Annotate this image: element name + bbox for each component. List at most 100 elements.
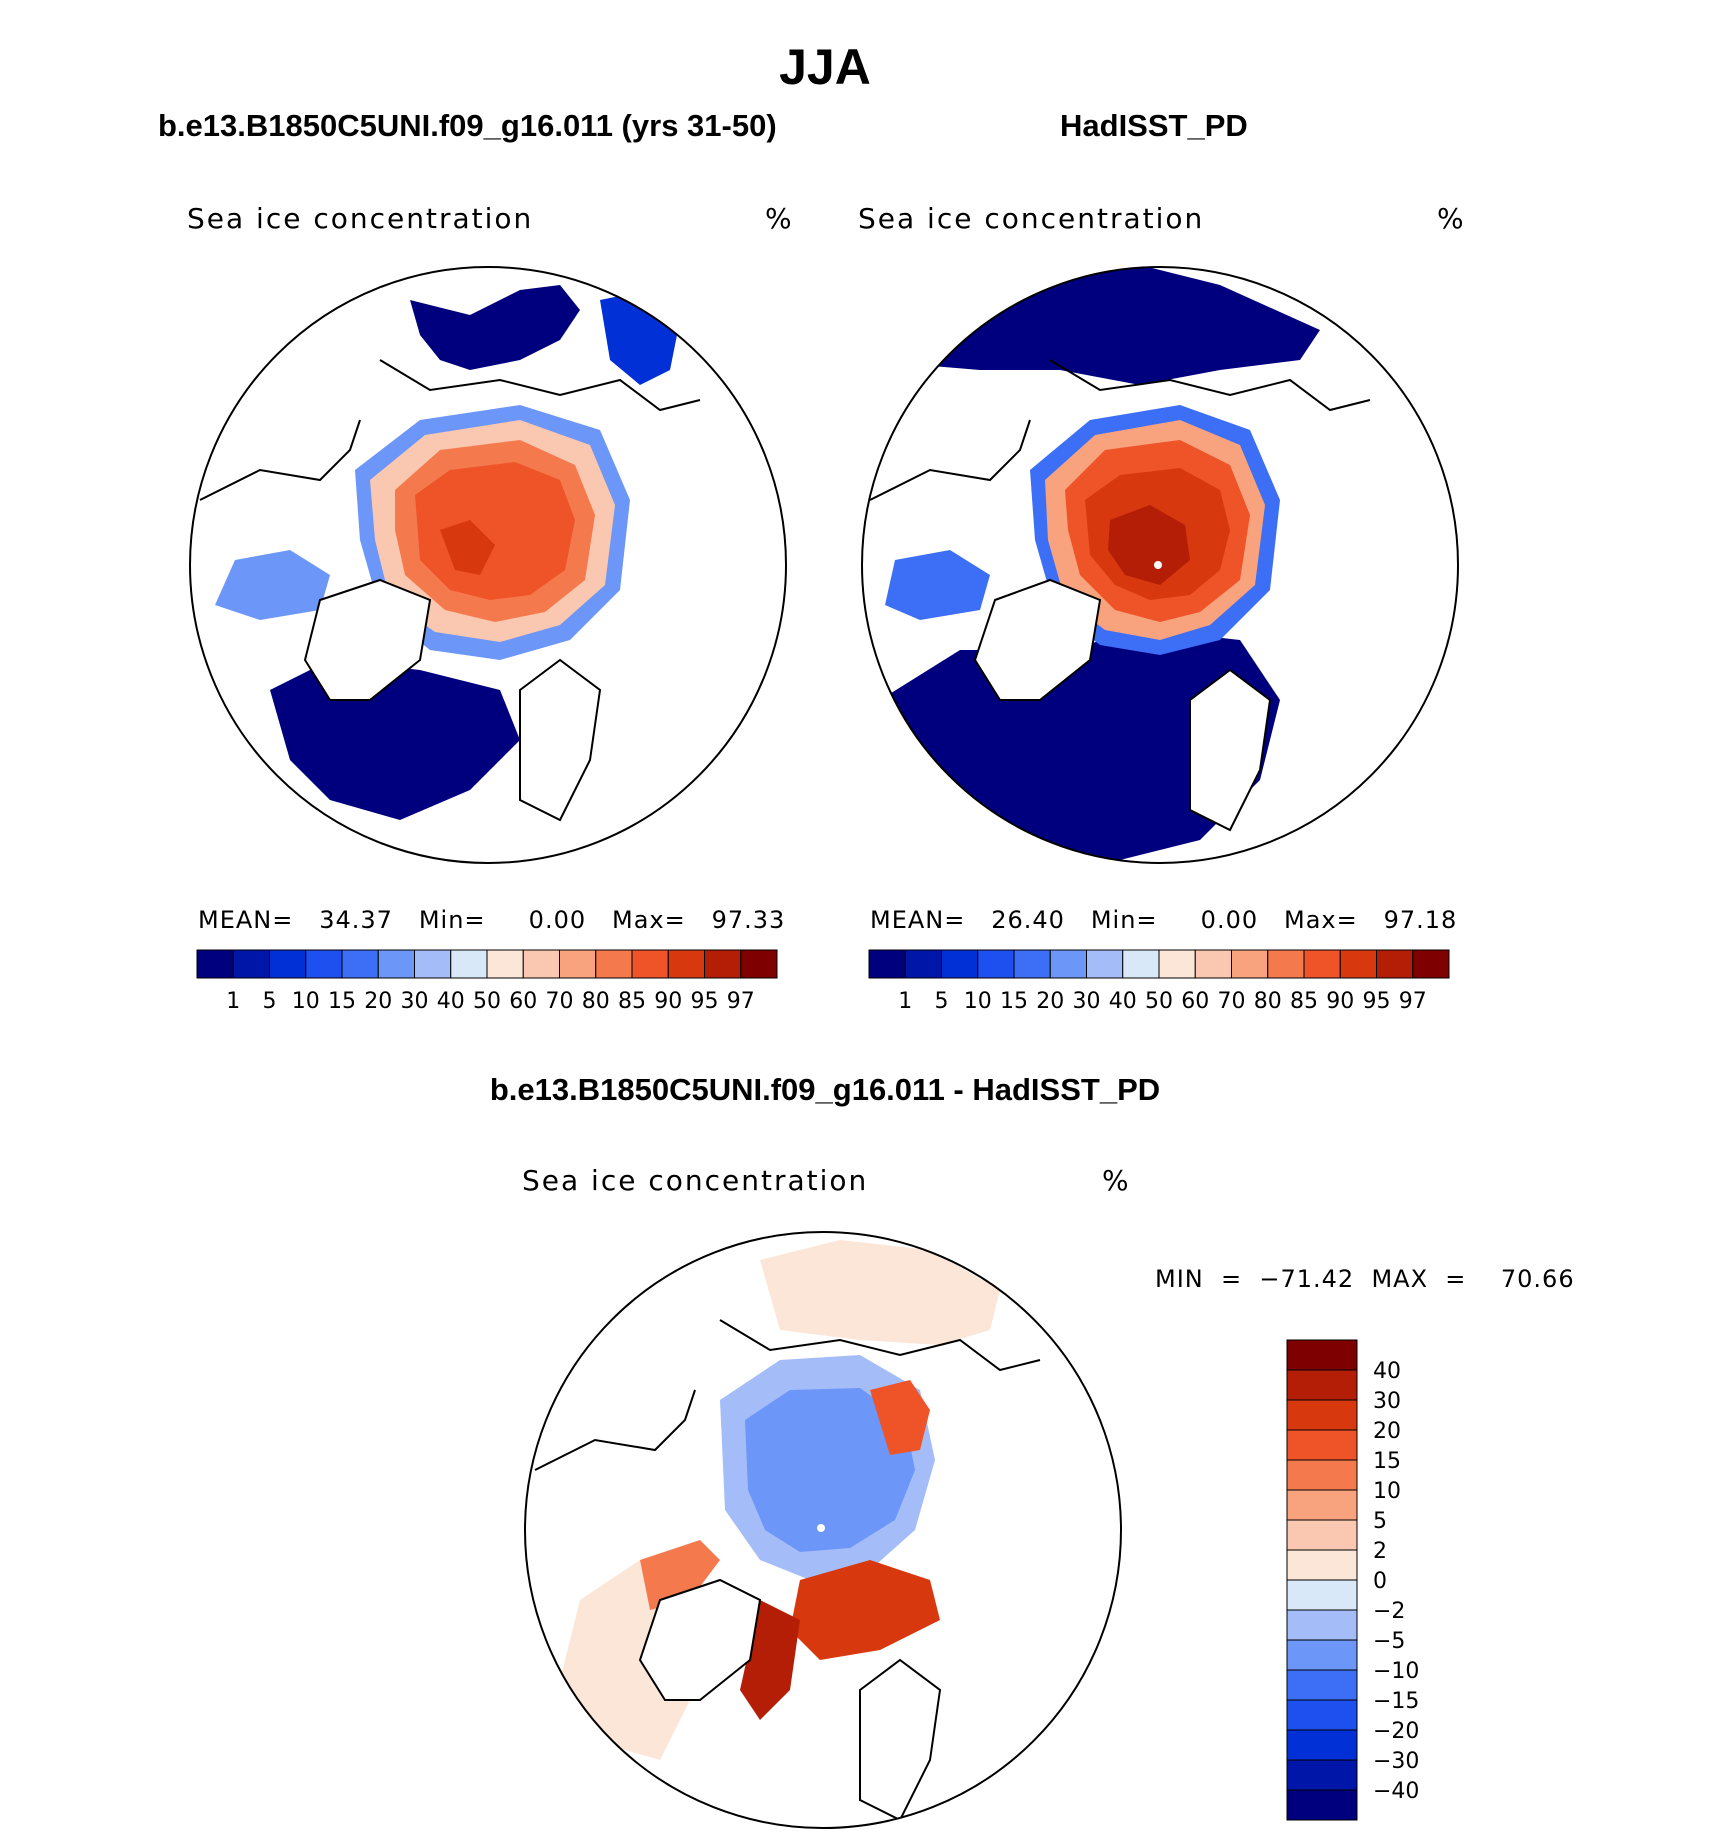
right-colorbar-tick-label: 5 [935,989,949,1014]
right-colorbar-swatch [1303,949,1341,979]
diff-colorbar-swatch [1286,1519,1358,1551]
diff-colorbar-swatch [1286,1429,1358,1461]
left-variable-label: Sea ice concentration [187,202,534,235]
right-ice-baffin [885,550,990,620]
right-scandinavia [1189,668,1272,832]
right-colorbar-swatch [1013,949,1051,979]
left-map-boundary [189,266,787,864]
diff-colorbar-swatch [1286,1399,1358,1431]
left-colorbar-swatch [631,949,669,979]
right-colorbar: 1 5 10 15 20 30 40 50 60 70 80 85 90 95 97 [868,949,1450,1014]
right-colorbar-swatch [868,949,906,979]
left-colorbar-tick-label: 5 [263,989,277,1014]
diff-colorbar-tick-label: 10 [1373,1479,1401,1504]
left-colorbar: 1 5 10 15 20 30 40 50 60 70 80 85 90 95 97 [196,949,778,1014]
right-colorbar-swatch [1158,949,1196,979]
diff-scandinavia [859,1658,942,1822]
right-colorbar-swatch [1122,949,1160,979]
diff-colorbar-swatch [1286,1459,1358,1491]
right-colorbar-swatch [1412,949,1450,979]
right-coast-asia [1049,359,1371,412]
left-coast-america [199,419,361,501]
left-colorbar-swatch [414,949,452,979]
diff-colorbar-swatch [1286,1759,1358,1791]
diff-colorbar-swatch [1286,1339,1358,1371]
diff-colorbar-tick-label: −30 [1373,1749,1419,1774]
left-colorbar-tick-label: 10 [292,989,320,1014]
figure-title: JJA [779,39,871,95]
right-colorbar-swatch [904,949,942,979]
left-colorbar-tick-label: 50 [473,989,501,1014]
left-colorbar-swatch [341,949,379,979]
right-coast-america [869,419,1031,501]
diff-colorbar-tick-label: 15 [1373,1449,1401,1474]
diff-colorbar-tick-label: −5 [1373,1629,1405,1654]
diff-unit-label: % [1102,1164,1131,1197]
left-colorbar-swatch [232,949,270,979]
left-colorbar-swatch [559,949,597,979]
left-colorbar-tick-label: 40 [437,989,465,1014]
left-colorbar-swatch [595,949,633,979]
diff-colorbar-swatch [1286,1609,1358,1641]
diff-colorbar-tick-label: −15 [1373,1689,1419,1714]
right-colorbar-tick-label: 40 [1109,989,1137,1014]
diff-pole-hole [817,1524,825,1532]
diff-colorbar-tick-label: 20 [1373,1419,1401,1444]
diff-colorbar-swatch [1286,1549,1358,1581]
diff-variable-label: Sea ice concentration [522,1164,869,1197]
right-ice-max [1108,505,1190,585]
diff-map-boundary [524,1231,1122,1829]
left-ice-baffin [215,550,330,620]
right-colorbar-swatch [1376,949,1414,979]
diff-colorbar-tick-label: 0 [1373,1569,1387,1594]
diff-colorbar-tick-label: −10 [1373,1659,1419,1684]
right-colorbar-swatch [1339,949,1377,979]
left-colorbar-tick-label: 90 [654,989,682,1014]
left-ice-max [440,520,495,575]
diff-colorbar-tick-label: −20 [1373,1719,1419,1744]
left-colorbar-tick-label: 15 [328,989,356,1014]
right-colorbar-tick-label: 30 [1073,989,1101,1014]
left-map [199,285,701,822]
right-colorbar-tick-label: 85 [1290,989,1318,1014]
left-coast-asia [379,359,701,412]
left-colorbar-tick-label: 70 [546,989,574,1014]
left-colorbar-swatch [667,949,705,979]
right-stats: MEAN= 26.40 Min= 0.00 Max= 97.18 [870,906,1458,934]
left-greenland [303,578,432,701]
left-unit-label: % [765,202,794,235]
diff-east-siberian-warm [870,1380,930,1455]
left-colorbar-tick-label: 97 [727,989,755,1014]
right-colorbar-tick-label: 1 [898,989,912,1014]
left-colorbar-swatch [522,949,560,979]
left-panel-title: b.e13.B1850C5UNI.f09_g16.011 (yrs 31-50) [158,108,777,143]
diff-colorbar-swatch [1286,1699,1358,1731]
right-greenland [973,578,1102,701]
left-ice-okhotsk [600,290,680,385]
diff-colorbar-tick-label: −40 [1373,1779,1419,1804]
diff-stats: MIN = −71.42 MAX = 70.66 [1155,1265,1575,1293]
diff-colorbar-swatch [1286,1729,1358,1761]
right-colorbar-tick-label: 10 [964,989,992,1014]
right-colorbar-swatch [1231,949,1269,979]
diff-greenland [638,1578,762,1701]
right-colorbar-swatch [1267,949,1305,979]
left-colorbar-tick-label: 80 [582,989,610,1014]
left-scandinavia [519,658,602,822]
diff-colorbar-tick-label: 5 [1373,1509,1387,1534]
right-map-boundary [861,266,1459,864]
left-colorbar-swatch [196,949,234,979]
left-colorbar-swatch [450,949,488,979]
diff-colorbar-tick-label: 30 [1373,1389,1401,1414]
diff-colorbar-tick-label: −2 [1373,1599,1405,1624]
right-colorbar-tick-label: 97 [1399,989,1427,1014]
left-colorbar-tick-label: 1 [226,989,240,1014]
right-colorbar-tick-label: 95 [1363,989,1391,1014]
right-unit-label: % [1437,202,1466,235]
left-ice-atlantic [270,660,520,820]
left-ice-pacific [410,285,580,370]
left-colorbar-swatch [704,949,742,979]
diff-coast-asia [719,1319,1041,1372]
left-colorbar-swatch [377,949,415,979]
